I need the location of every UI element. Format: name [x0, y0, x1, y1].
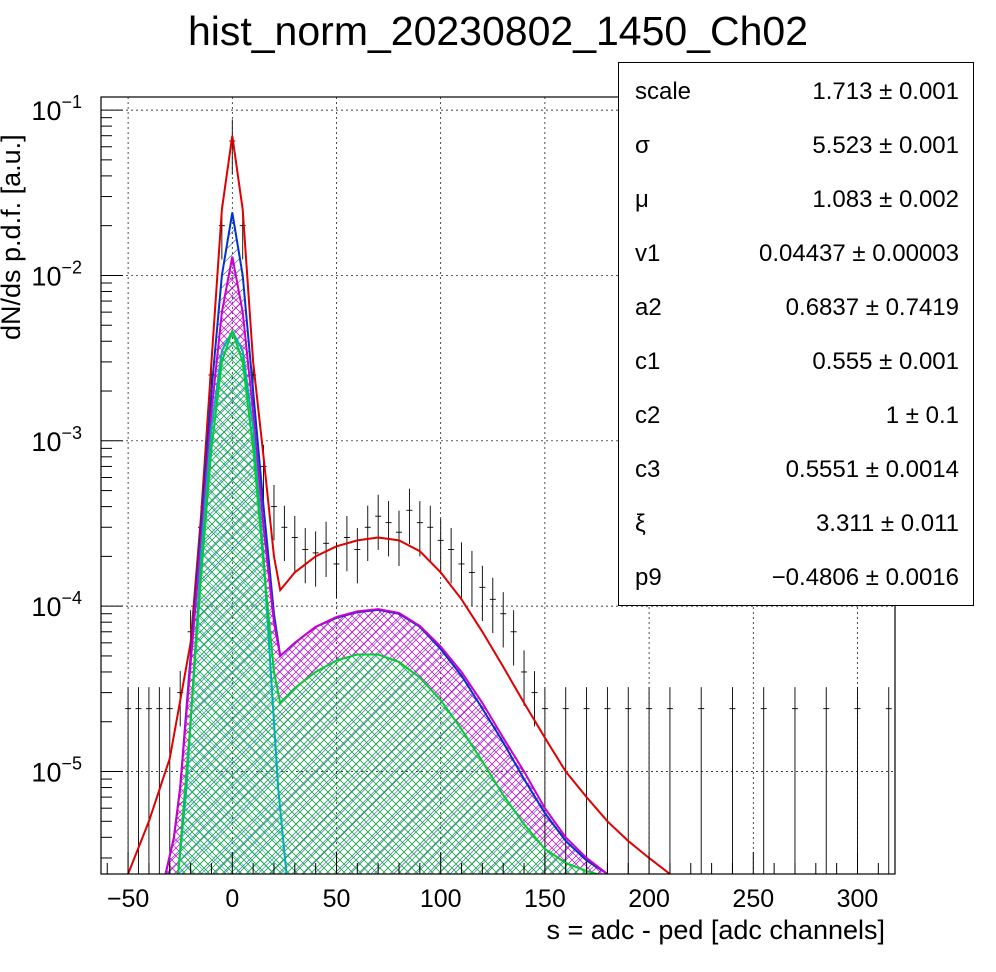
stat-name: p9 [635, 564, 662, 591]
series-0-curve [127, 135, 671, 874]
x-tick-label: 100 [420, 885, 462, 913]
stat-name: c1 [635, 348, 661, 375]
stat-name: c2 [635, 402, 661, 429]
stat-name: c3 [635, 456, 661, 483]
x-axis-label: s = adc - ped [adc channels] [547, 915, 885, 945]
stat-row: c2 1 ± 0.1 [619, 389, 973, 443]
y-tick-label: 10−5 [31, 754, 82, 788]
x-tick-label: 300 [837, 885, 879, 913]
stat-name: a2 [635, 294, 662, 321]
stat-value: 0.6837 ± 0.7419 [785, 294, 959, 321]
stat-name: v1 [635, 240, 661, 267]
y-tick-label: 10−1 [31, 92, 82, 126]
stat-name: ξ [635, 510, 646, 537]
stat-value: 1.713 ± 0.001 [812, 78, 959, 105]
stat-name: scale [635, 78, 692, 105]
stat-value: 1.083 ± 0.002 [812, 186, 959, 213]
fit-parameters-box: scale 1.713 ± 0.001 σ 5.523 ± 0.001 μ 1.083 ±… [618, 62, 974, 606]
y-axis-label: dN/ds p.d.f. [a.u.] [0, 134, 26, 340]
stat-row: σ 5.523 ± 0.001 [619, 119, 973, 173]
stat-value: 5.523 ± 0.001 [812, 132, 959, 159]
y-tick-label: 10−2 [31, 257, 82, 291]
x-tick-label: 50 [323, 885, 351, 913]
stat-name: μ [635, 186, 649, 213]
stat-value: 0.5551 ± 0.0014 [785, 456, 959, 483]
chart-title: hist_norm_20230802_1450_Ch02 [187, 8, 809, 54]
stat-row: scale 1.713 ± 0.001 [619, 65, 973, 119]
stat-row: c1 0.555 ± 0.001 [619, 335, 973, 389]
stat-value: 0.555 ± 0.001 [812, 348, 959, 375]
stat-row: p9 −0.4806 ± 0.0016 [619, 551, 973, 605]
series-4-curve [177, 328, 598, 874]
x-tick-label: 150 [524, 885, 566, 913]
series-2-curve [164, 256, 609, 874]
x-tick-label: 250 [732, 885, 774, 913]
stat-row: μ 1.083 ± 0.002 [619, 173, 973, 227]
stat-row: c3 0.5551 ± 0.0014 [619, 443, 973, 497]
x-tick-label: −50 [107, 885, 149, 913]
stat-row: ξ 3.311 ± 0.011 [619, 497, 973, 551]
stat-value: 0.04437 ± 0.00003 [758, 240, 959, 267]
stat-name: σ [635, 132, 650, 159]
y-tick-label: 10−4 [31, 588, 82, 622]
stat-row: a2 0.6837 ± 0.7419 [619, 281, 973, 335]
x-tick-label: 200 [628, 885, 670, 913]
y-tick-label: 10−3 [31, 423, 82, 457]
series-4-fill [178, 331, 597, 874]
stat-value: 1 ± 0.1 [885, 402, 959, 429]
stat-row: v1 0.04437 ± 0.00003 [619, 227, 973, 281]
stat-value: −0.4806 ± 0.0016 [771, 564, 959, 591]
x-tick-label: 0 [225, 885, 239, 913]
stat-value: 3.311 ± 0.011 [815, 510, 959, 537]
